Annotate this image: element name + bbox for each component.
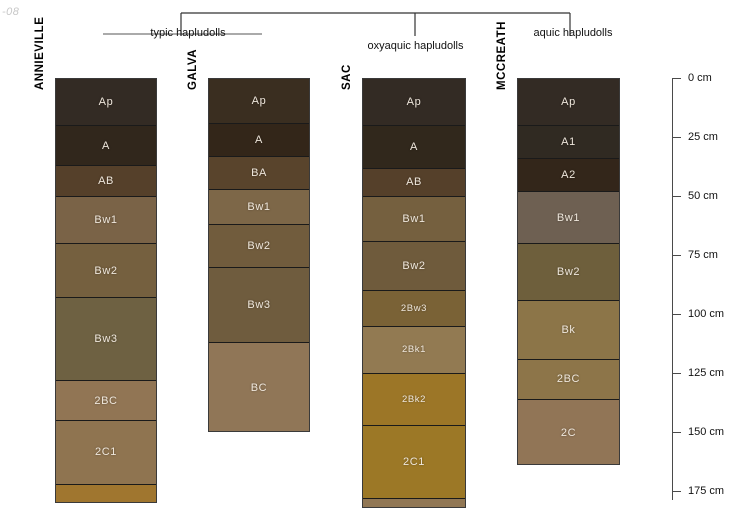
depth-tick — [672, 432, 681, 433]
profile-title-sac: SAC — [341, 64, 353, 90]
depth-tick — [672, 78, 681, 79]
horizon-annieville-unlabeled[interactable] — [56, 484, 156, 502]
depth-tick — [672, 196, 681, 197]
horizon-mccreath-2BC[interactable]: 2BC — [518, 359, 619, 400]
profile-column-mccreath[interactable]: Ap A1 A2 Bw1 Bw2 Bk 2BC 2C — [517, 78, 620, 466]
horizon-annieville-2C1[interactable]: 2C1 — [56, 421, 156, 485]
depth-tick-label: 75 cm — [688, 249, 718, 261]
profile-title-galva: GALVA — [187, 48, 199, 90]
profile-column-galva[interactable]: Ap A BA Bw1 Bw2 Bw3 BC — [208, 78, 310, 432]
depth-tick — [672, 137, 681, 138]
depth-tick-label: 150 cm — [688, 426, 725, 438]
horizon-label: Ap — [251, 94, 267, 107]
horizon-galva-Ap[interactable]: Ap — [209, 79, 309, 124]
depth-tick-label: 0 cm — [688, 72, 712, 84]
depth-tick — [672, 255, 681, 256]
horizon-mccreath-Bw2[interactable]: Bw2 — [518, 244, 619, 301]
depth-tick-label: 125 cm — [688, 367, 725, 379]
depth-tick-label: 175 cm — [688, 485, 725, 497]
horizon-label: Bw3 — [247, 299, 271, 311]
depth-tick-label: 100 cm — [688, 308, 725, 320]
horizon-label: Bw1 — [94, 214, 118, 227]
depth-tick-label: 50 cm — [688, 190, 718, 202]
horizon-label: 2BC — [94, 394, 118, 407]
horizon-label: 2C1 — [403, 455, 425, 468]
horizon-label: 2Bk2 — [401, 393, 427, 405]
horizon-sac-Bw2[interactable]: Bw2 — [363, 241, 465, 292]
corner-stamp: -08 — [2, 6, 20, 18]
horizon-mccreath-A2[interactable]: A2 — [518, 159, 619, 193]
depth-axis-line — [672, 78, 673, 500]
bracket-svg — [103, 12, 571, 36]
horizon-label: Bw2 — [556, 265, 581, 278]
horizon-label: Ap — [98, 96, 114, 109]
horizon-sac-2Bw3[interactable]: 2Bw3 — [363, 291, 465, 327]
horizon-label: A — [102, 139, 110, 152]
horizon-label: A — [255, 133, 263, 146]
horizon-label: 2Bw3 — [400, 303, 428, 315]
horizon-mccreath-A1[interactable]: A1 — [518, 126, 619, 160]
profile-title-annieville: ANNIEVILLE — [34, 16, 46, 90]
horizon-label: 2Bk1 — [401, 344, 427, 356]
horizon-annieville-A[interactable]: A — [56, 126, 156, 167]
horizon-label: Bw1 — [247, 201, 271, 214]
horizon-annieville-Bw3[interactable]: Bw3 — [56, 298, 156, 382]
classification-bracket: typic hapludolls oxyaquic hapludolls aqu… — [0, 0, 750, 70]
horizon-annieville-Bw2[interactable]: Bw2 — [56, 244, 156, 299]
horizon-sac-Ap[interactable]: Ap — [363, 79, 465, 127]
horizon-annieville-AB[interactable]: AB — [56, 166, 156, 197]
horizon-annieville-2BC[interactable]: 2BC — [56, 381, 156, 422]
horizon-sac-AB[interactable]: AB — [363, 168, 465, 197]
horizon-label: 2BC — [556, 373, 581, 386]
horizon-label: Bk — [561, 323, 576, 336]
horizon-label: Bw2 — [94, 264, 118, 277]
horizon-mccreath-Bw1[interactable]: Bw1 — [518, 192, 619, 245]
horizon-galva-BC[interactable]: BC — [209, 343, 309, 431]
horizon-mccreath-2C[interactable]: 2C — [518, 399, 619, 465]
horizon-sac-A[interactable]: A — [363, 126, 465, 169]
horizon-label: Ap — [561, 96, 576, 109]
horizon-label: Ap — [406, 96, 422, 109]
depth-axis: 0 cm 25 cm 50 cm 75 cm 100 cm 125 cm 150 cm 175… — [672, 70, 750, 500]
depth-tick — [672, 373, 681, 374]
horizon-label: A1 — [561, 136, 576, 149]
horizon-mccreath-Ap[interactable]: Ap — [518, 79, 619, 127]
profile-column-sac[interactable]: Ap A AB Bw1 Bw2 2Bw3 2Bk1 2Bk2 2C1 — [362, 78, 466, 508]
horizon-sac-unlabeled[interactable] — [363, 498, 465, 507]
depth-tick — [672, 314, 681, 315]
horizon-mccreath-Bk[interactable]: Bk — [518, 300, 619, 360]
horizon-label: AB — [406, 176, 422, 189]
depth-tick-label: 25 cm — [688, 131, 718, 143]
profile-column-annieville[interactable]: Ap A AB Bw1 Bw2 Bw3 2BC 2C1 — [55, 78, 157, 503]
horizon-label: Bw3 — [94, 333, 118, 346]
horizon-annieville-Ap[interactable]: Ap — [56, 79, 156, 127]
classification-label-typic: typic hapludolls — [150, 27, 226, 39]
horizon-galva-A[interactable]: A — [209, 123, 309, 157]
horizon-label: BA — [251, 166, 267, 179]
horizon-sac-2Bk2[interactable]: 2Bk2 — [363, 373, 465, 426]
horizon-galva-Bw2[interactable]: Bw2 — [209, 225, 309, 268]
horizon-label: 2C — [560, 426, 577, 439]
horizon-galva-Bw1[interactable]: Bw1 — [209, 189, 309, 226]
classification-label-oxyaquic: oxyaquic hapludolls — [367, 40, 464, 52]
horizon-sac-Bw1[interactable]: Bw1 — [363, 196, 465, 242]
horizon-label: 2C1 — [95, 446, 117, 459]
horizon-galva-BA[interactable]: BA — [209, 156, 309, 190]
horizon-galva-Bw3[interactable]: Bw3 — [209, 267, 309, 344]
depth-tick — [672, 491, 681, 492]
horizon-label: Bw2 — [402, 260, 426, 273]
horizon-label: Bw2 — [247, 240, 271, 253]
classification-label-aquic: aquic hapludolls — [533, 27, 613, 39]
horizon-sac-2Bk1[interactable]: 2Bk1 — [363, 326, 465, 374]
horizon-label: A — [410, 140, 418, 153]
horizon-label: A2 — [561, 169, 576, 182]
horizon-sac-2C1[interactable]: 2C1 — [363, 425, 465, 499]
horizon-label: Bw1 — [556, 211, 581, 224]
horizon-label: AB — [98, 175, 114, 188]
profile-title-mccreath: MCCREATH — [496, 21, 508, 90]
horizon-annieville-Bw1[interactable]: Bw1 — [56, 196, 156, 245]
horizon-label: BC — [250, 382, 268, 395]
horizon-label: Bw1 — [402, 212, 426, 225]
